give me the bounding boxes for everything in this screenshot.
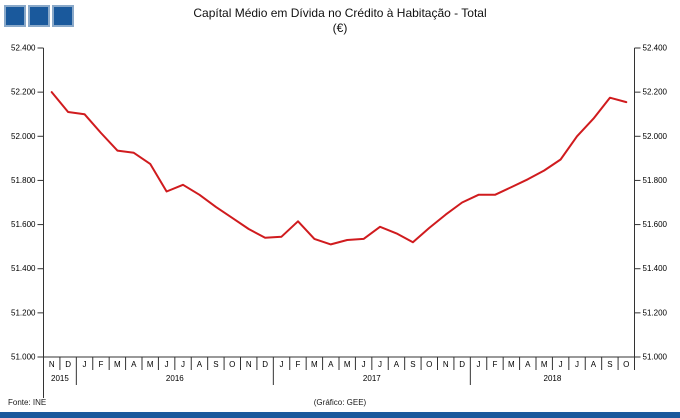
x-axis-month-label: N [443, 360, 449, 369]
x-axis-month-label: J [83, 360, 87, 369]
x-axis-year-label: 2016 [166, 374, 184, 383]
y-axis-tick-label-right: 51.800 [643, 176, 668, 185]
bottom-accent-bar [0, 412, 680, 418]
logo-square-icon [28, 5, 50, 27]
y-axis-tick-label-left: 51.800 [11, 176, 36, 185]
x-axis-month-label: J [559, 360, 563, 369]
x-axis-month-label: J [378, 360, 382, 369]
y-axis-tick-label-right: 51.600 [643, 220, 668, 229]
y-axis-tick-label-right: 52.200 [643, 88, 668, 97]
x-axis-month-label: S [213, 360, 218, 369]
x-axis-month-label: J [181, 360, 185, 369]
x-axis-month-label: A [394, 360, 400, 369]
y-axis-tick-label-left: 52.000 [11, 132, 36, 141]
x-axis-month-label: S [607, 360, 612, 369]
chart-title: Capítal Médio em Dívida no Crédito à Hab… [193, 6, 487, 20]
y-axis-tick-label-left: 52.200 [11, 88, 36, 97]
source-label: Fonte: INE [8, 398, 47, 407]
x-axis-month-label: D [65, 360, 71, 369]
x-axis-month-label: J [575, 360, 579, 369]
x-axis-month-label: A [328, 360, 334, 369]
y-axis-tick-label-left: 52.400 [11, 44, 36, 53]
x-axis-month-label: S [410, 360, 415, 369]
x-axis-month-label: F [296, 360, 301, 369]
x-axis-month-label: A [197, 360, 203, 369]
x-axis-month-label: M [147, 360, 154, 369]
y-axis-tick-label-right: 51.000 [643, 353, 668, 362]
x-axis-year-label: 2018 [544, 374, 562, 383]
y-axis-tick-label-left: 51.200 [11, 308, 36, 317]
x-axis-month-label: O [623, 360, 629, 369]
x-axis-month-label: F [493, 360, 498, 369]
y-axis-tick-label-left: 51.600 [11, 220, 36, 229]
logo-squares [4, 5, 74, 27]
y-axis-tick-label-right: 51.200 [643, 308, 668, 317]
x-axis-month-label: A [525, 360, 531, 369]
x-axis-year-label: 2015 [51, 374, 69, 383]
y-axis-tick-label-right: 51.400 [643, 264, 668, 273]
y-axis-tick-label-left: 51.400 [11, 264, 36, 273]
chart-title-block: Capítal Médio em Dívida no Crédito à Hab… [0, 6, 680, 36]
y-axis-tick-label-right: 52.000 [643, 132, 668, 141]
data-line-series [50, 91, 628, 246]
x-axis-month-label: N [49, 360, 55, 369]
y-axis-tick-label-right: 52.400 [643, 44, 668, 53]
x-axis-month-label: J [477, 360, 481, 369]
x-axis-year-label: 2017 [363, 374, 381, 383]
x-axis-month-label: M [541, 360, 548, 369]
x-axis-month-label: D [262, 360, 268, 369]
logo-square-icon [52, 5, 74, 27]
x-axis-month-label: D [459, 360, 465, 369]
x-axis-month-label: A [131, 360, 137, 369]
credit-label: (Gráfico: GEE) [313, 398, 367, 407]
y-axis-tick-label-left: 51.000 [11, 353, 36, 362]
x-axis-month-label: M [344, 360, 351, 369]
x-axis-month-label: O [426, 360, 432, 369]
x-axis-month-label: J [280, 360, 284, 369]
x-axis-month-label: J [362, 360, 366, 369]
x-axis-month-label: M [114, 360, 121, 369]
x-axis-month-label: N [246, 360, 252, 369]
x-axis-month-label: M [508, 360, 515, 369]
logo-square-icon [4, 5, 26, 27]
x-axis-month-label: F [99, 360, 104, 369]
x-axis-month-label: M [311, 360, 318, 369]
chart-subtitle: (€) [332, 21, 348, 35]
x-axis-month-label: A [591, 360, 597, 369]
x-axis-month-label: J [165, 360, 169, 369]
x-axis-month-label: O [229, 360, 235, 369]
